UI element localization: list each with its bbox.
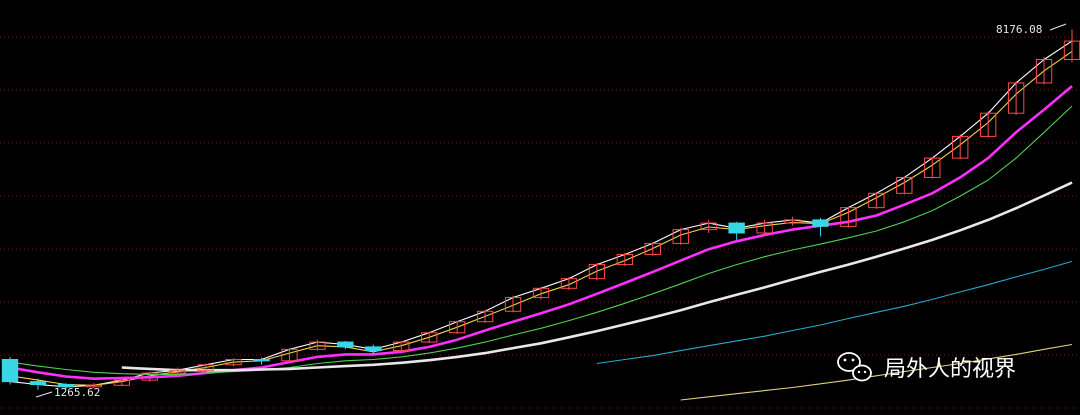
candle-body — [29, 381, 47, 386]
candle-body — [85, 384, 103, 388]
candle-body — [700, 222, 717, 231]
high-price-annotation: 8176.08 — [996, 23, 1067, 36]
candle — [141, 371, 158, 382]
candle-body — [728, 222, 745, 234]
candle — [588, 262, 606, 281]
candle — [812, 218, 829, 237]
candle — [924, 156, 941, 179]
candle-layer — [1, 29, 1080, 390]
candle — [1035, 56, 1053, 85]
candle-body — [896, 176, 913, 194]
candle-body — [784, 219, 801, 224]
candle — [113, 378, 130, 387]
candle — [532, 286, 550, 300]
candle — [728, 221, 745, 240]
candle — [337, 340, 354, 350]
candle — [616, 252, 634, 267]
candle — [29, 378, 47, 390]
candle-body — [756, 222, 773, 234]
candle-body — [113, 379, 130, 386]
watermark-text: 局外人的视界 — [884, 357, 1016, 382]
candle-body — [309, 341, 326, 350]
wechat-icon — [837, 352, 872, 382]
candle — [700, 219, 717, 233]
candle-body — [448, 321, 466, 334]
candle-body — [504, 297, 522, 312]
candle-body — [979, 112, 997, 137]
ma-line-7 — [680, 343, 1073, 401]
candle-body — [840, 207, 857, 227]
candle-body — [812, 219, 829, 227]
candle — [784, 216, 801, 226]
candle-body — [197, 364, 214, 371]
candle — [448, 320, 466, 334]
ma-line-4 — [9, 105, 1073, 375]
low-price-annotation: 1265.62 — [35, 386, 100, 399]
candle — [421, 331, 438, 344]
candle-body — [924, 157, 941, 178]
candle — [1007, 81, 1025, 116]
low-price-label: 1265.62 — [54, 386, 100, 399]
candle — [85, 383, 103, 389]
watermark: 局外人的视界 — [837, 352, 1016, 382]
candle-body — [1, 359, 19, 383]
candle-body — [560, 278, 578, 289]
ma-line-3 — [9, 85, 1073, 380]
candle-body — [1007, 82, 1025, 114]
candle — [225, 358, 242, 367]
candle — [756, 219, 773, 236]
candle-body — [281, 348, 298, 362]
candle-body — [868, 192, 885, 209]
candle-body — [644, 242, 661, 255]
candle — [393, 340, 410, 352]
candle-body — [421, 332, 438, 343]
candle-body — [1035, 58, 1053, 84]
candle — [476, 310, 494, 323]
candle-body — [532, 287, 550, 299]
candle — [57, 383, 75, 390]
candle — [952, 134, 969, 160]
candle — [672, 227, 689, 245]
candle — [868, 192, 885, 209]
high-price-arrow — [1049, 23, 1067, 31]
candle — [504, 295, 522, 313]
candle-body — [393, 341, 410, 352]
low-price-arrow — [35, 391, 53, 398]
candle — [197, 363, 214, 372]
candle — [1, 356, 19, 385]
candle — [840, 206, 857, 228]
candle-body — [952, 135, 969, 159]
candle-body — [141, 372, 158, 381]
ma-line-6 — [596, 260, 1073, 365]
candle-body — [169, 369, 186, 374]
candle — [644, 242, 661, 256]
candle — [896, 176, 913, 195]
candle-body — [57, 384, 75, 388]
candle — [253, 357, 270, 365]
candle-body — [672, 229, 689, 244]
ma-line-5 — [121, 181, 1073, 372]
candle — [169, 367, 186, 375]
candle-body — [616, 253, 634, 266]
candle-body — [476, 310, 494, 323]
candle — [365, 344, 382, 355]
candle-body — [588, 264, 606, 280]
high-price-label: 8176.08 — [996, 23, 1042, 36]
candle-body — [365, 346, 382, 352]
candle-body — [225, 359, 242, 366]
candle — [560, 276, 578, 291]
candle — [979, 111, 997, 138]
candle-body — [337, 341, 354, 348]
candle-body — [253, 359, 270, 362]
grid-layer — [0, 36, 1080, 409]
candle — [281, 348, 298, 363]
candle — [309, 339, 326, 351]
